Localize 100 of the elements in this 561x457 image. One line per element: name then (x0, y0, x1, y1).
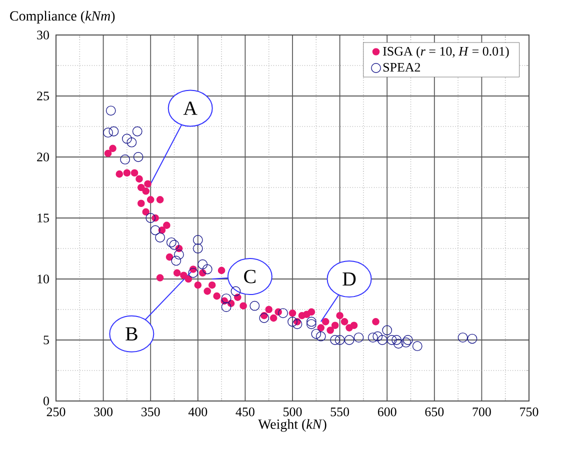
y-tick-label: 25 (37, 92, 49, 100)
point (137, 184, 145, 192)
point (306, 316, 316, 327)
point (192, 244, 203, 254)
point (142, 188, 150, 195)
point (122, 134, 132, 144)
point (188, 268, 198, 278)
x-tick-label: 550 (330, 408, 350, 416)
point (336, 312, 344, 320)
point (109, 144, 116, 152)
point (204, 288, 212, 295)
point (265, 306, 272, 314)
point (213, 292, 220, 300)
y-tick-label: 30 (37, 30, 49, 40)
point (171, 256, 182, 266)
point (340, 318, 348, 326)
x-tick-label: 400 (188, 408, 208, 416)
point (174, 250, 184, 260)
point (334, 335, 345, 345)
point (240, 302, 247, 310)
point (250, 300, 260, 311)
point (458, 332, 468, 343)
point (402, 335, 413, 345)
point (221, 294, 232, 304)
point (394, 338, 404, 349)
point (130, 169, 138, 177)
y-tick-label: 0 (44, 396, 49, 406)
point (386, 335, 397, 345)
point (184, 275, 192, 283)
x-tick-label: 700 (472, 408, 491, 416)
point (120, 154, 130, 164)
point (221, 302, 232, 312)
point (146, 196, 154, 204)
point (259, 313, 270, 323)
point (144, 180, 152, 188)
x-tick-label: 500 (284, 408, 302, 416)
point (150, 225, 160, 236)
point (230, 286, 241, 296)
point (350, 322, 358, 330)
x-tick-label: 650 (425, 408, 444, 416)
x-tick-label: 250 (46, 408, 66, 416)
point (292, 319, 302, 330)
point (163, 222, 170, 229)
y-axis-title: Compliance (kNm) (10, 10, 115, 24)
point (322, 318, 330, 326)
point (331, 322, 339, 330)
annotation: D (342, 272, 356, 286)
x-tick-label: 450 (236, 408, 254, 416)
x-tick-label: 600 (378, 408, 396, 416)
point (166, 237, 176, 248)
point (173, 269, 181, 277)
point (137, 200, 145, 208)
point (116, 170, 124, 178)
point (401, 337, 411, 348)
point (108, 126, 119, 136)
point (234, 294, 242, 301)
point (382, 325, 392, 336)
point (372, 331, 383, 342)
point (155, 232, 166, 242)
point (412, 341, 422, 352)
point (136, 175, 143, 183)
point (198, 259, 208, 270)
point (330, 335, 340, 345)
point (192, 235, 203, 245)
annotation: B (126, 327, 138, 340)
point (392, 335, 402, 345)
point (308, 308, 316, 316)
x-tick-label: 300 (94, 408, 113, 416)
point (326, 326, 334, 334)
y-tick-label: 15 (38, 214, 49, 222)
point (126, 137, 137, 148)
x-tick-label: 750 (520, 408, 538, 416)
point (166, 253, 174, 261)
point (288, 316, 298, 327)
point (344, 335, 354, 345)
point (368, 332, 378, 343)
point (104, 150, 112, 157)
x-axis-title: Weight (kN) (258, 419, 326, 432)
point (317, 324, 325, 332)
point (103, 128, 113, 138)
point (194, 281, 202, 289)
point (278, 308, 288, 318)
point (180, 272, 188, 279)
point (377, 335, 388, 345)
legend-label: SPEA2 (383, 62, 420, 72)
point (467, 334, 478, 344)
point (146, 213, 156, 223)
point (169, 240, 180, 250)
point (132, 126, 142, 136)
point (306, 319, 316, 330)
annotation: A (183, 102, 198, 115)
point (354, 332, 364, 343)
point (142, 208, 150, 216)
point (372, 318, 380, 326)
x-tick-label: 350 (142, 408, 160, 416)
legend-label: ISGA (r = 10, H = 0.01) (383, 46, 509, 58)
annotation: C (244, 270, 256, 284)
y-tick-label: 20 (37, 152, 49, 162)
point (202, 264, 212, 274)
point (133, 152, 144, 162)
